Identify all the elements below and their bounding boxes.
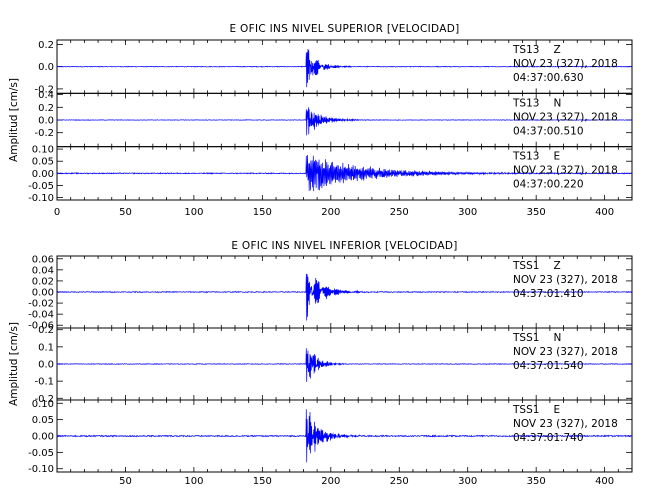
y-tick-label: -0.2 <box>34 84 54 95</box>
chart-title: E OFIC INS NIVEL INFERIOR [VELOCIDAD] <box>231 240 457 252</box>
station-label: TS13 E <box>512 151 560 163</box>
y-tick-label: 0.2 <box>38 40 54 51</box>
y-tick-label: 0.4 <box>38 90 54 101</box>
date-label: NOV 23 (327), 2018 <box>513 418 618 430</box>
time-label: 04:37:01.740 <box>513 432 584 444</box>
x-tick-label: 50 <box>119 476 132 487</box>
x-tick-label: 350 <box>527 476 546 487</box>
station-label: TS13 N <box>512 97 561 109</box>
y-tick-label: 0.02 <box>32 276 54 287</box>
panel-tss1-z: 0.060.040.020.00-0.02-0.04-0.06 TSS1 Z NOV … <box>28 254 633 332</box>
x-tick-label: 300 <box>458 476 477 487</box>
waveform-trace <box>56 155 633 192</box>
panel-tss1-e: 0.10 0.05 0.00 -0.05 -0.10 TSS1 E NOV 23 (327),… <box>28 399 633 475</box>
waveform-trace <box>56 409 633 463</box>
date-label: NOV 23 (327), 2018 <box>513 58 618 70</box>
x-tick-label: 200 <box>321 207 340 218</box>
x-tick-label: 250 <box>390 207 409 218</box>
station-label: TS13 Z <box>512 44 561 56</box>
y-tick-label: 0.1 <box>38 342 54 353</box>
station-label: TSS1 Z <box>512 260 561 272</box>
x-tick-label: 400 <box>595 207 614 218</box>
date-label: NOV 23 (327), 2018 <box>513 165 618 177</box>
y-tick-label: 0.0 <box>38 62 54 73</box>
y-tick-label: -0.05 <box>28 448 54 459</box>
y-tick-label: 0.04 <box>32 265 54 276</box>
x-tick-label: 50 <box>119 207 132 218</box>
time-label: 04:37:01.540 <box>513 360 584 372</box>
component-code: N <box>553 332 561 344</box>
x-tick-label: 300 <box>458 207 477 218</box>
station-code: TS13 <box>512 151 539 163</box>
chart-inferior: E OFIC INS NIVEL INFERIOR [VELOCIDAD] Amp… <box>8 240 633 487</box>
panel-ts13-n: 0.4 0.2 0.0-0.2 TS13 N NOV 23 (327), 2018 04:3… <box>34 90 633 148</box>
component-code: E <box>553 404 560 416</box>
time-label: 04:37:01.410 <box>513 288 584 300</box>
x-tick-label: 0 <box>54 207 60 218</box>
chart-title: E OFIC INS NIVEL SUPERIOR [VELOCIDAD] <box>229 23 459 35</box>
panel-ts13-e: 0.100.050.00-0.05-0.10 TS13 E NOV 23 (327),… <box>28 145 633 204</box>
station-label: TSS1 N <box>512 332 561 344</box>
y-axis-label: Amplitud [cm/s] <box>8 78 20 162</box>
time-label: 04:37:00.630 <box>513 72 584 84</box>
station-code: TSS1 <box>512 260 539 272</box>
y-axis-label: Amplitud [cm/s] <box>8 322 20 406</box>
time-label: 04:37:00.510 <box>513 125 584 137</box>
y-tick-label: 0.2 <box>38 103 54 114</box>
waveform-trace <box>56 273 633 321</box>
x-tick-label: 100 <box>184 476 203 487</box>
y-tick-label: 0.05 <box>32 157 54 168</box>
station-code: TS13 <box>512 44 539 56</box>
x-tick-label: 400 <box>595 476 614 487</box>
y-tick-label: 0.2 <box>38 325 54 336</box>
y-tick-label: -0.04 <box>28 310 54 321</box>
date-label: NOV 23 (327), 2018 <box>513 111 618 123</box>
chart-superior: E OFIC INS NIVEL SUPERIOR [VELOCIDAD] Amp… <box>8 23 633 218</box>
component-code: N <box>553 97 561 109</box>
y-tick-label: 0.06 <box>32 254 54 265</box>
y-tick-label: -0.02 <box>28 299 54 310</box>
y-tick-label: -0.2 <box>34 128 54 139</box>
y-tick-label: -0.06 <box>28 321 54 332</box>
y-tick-label: -0.10 <box>28 464 54 475</box>
station-label: TSS1 E <box>512 404 560 416</box>
panel-tss1-n: 0.2 0.1 0.0 -0.1 -0.2 TSS1 N NOV 23 (327), 2018… <box>34 325 633 405</box>
y-tick-label: 0.10 <box>32 145 54 156</box>
waveform-trace <box>56 49 633 88</box>
x-tick-label: 150 <box>253 207 272 218</box>
y-tick-label: -0.1 <box>34 377 54 388</box>
y-tick-label: 0.10 <box>32 399 54 410</box>
station-code: TSS1 <box>512 332 539 344</box>
date-label: NOV 23 (327), 2018 <box>513 274 618 286</box>
y-tick-label: 0.0 <box>38 360 54 371</box>
y-tick-label: -0.2 <box>34 394 54 405</box>
y-tick-label: -0.05 <box>28 181 54 192</box>
y-tick-label: 0.0 <box>38 116 54 127</box>
waveform-trace <box>56 107 633 136</box>
x-tick-label: 350 <box>527 207 546 218</box>
x-tick-label: 150 <box>253 476 272 487</box>
time-label: 04:37:00.220 <box>513 179 584 191</box>
y-tick-label: -0.10 <box>28 193 54 204</box>
component-code: Z <box>553 44 560 56</box>
x-tick-label: 200 <box>321 476 340 487</box>
y-tick-label: 0.05 <box>32 415 54 426</box>
y-tick-label: 0.00 <box>32 169 54 180</box>
x-tick-label: 100 <box>184 207 203 218</box>
waveform-trace <box>56 348 633 382</box>
component-code: E <box>553 151 560 163</box>
x-tick-label: 250 <box>390 476 409 487</box>
station-code: TS13 <box>512 97 539 109</box>
panel-ts13-z: 0.2 0.0 -0.2 TS13 Z NOV 23 (327), 2018 04:37:0… <box>34 39 633 95</box>
component-code: Z <box>553 260 560 272</box>
y-tick-label: 0.00 <box>32 432 54 443</box>
date-label: NOV 23 (327), 2018 <box>513 346 618 358</box>
station-code: TSS1 <box>512 404 539 416</box>
y-tick-label: 0.00 <box>32 288 54 299</box>
